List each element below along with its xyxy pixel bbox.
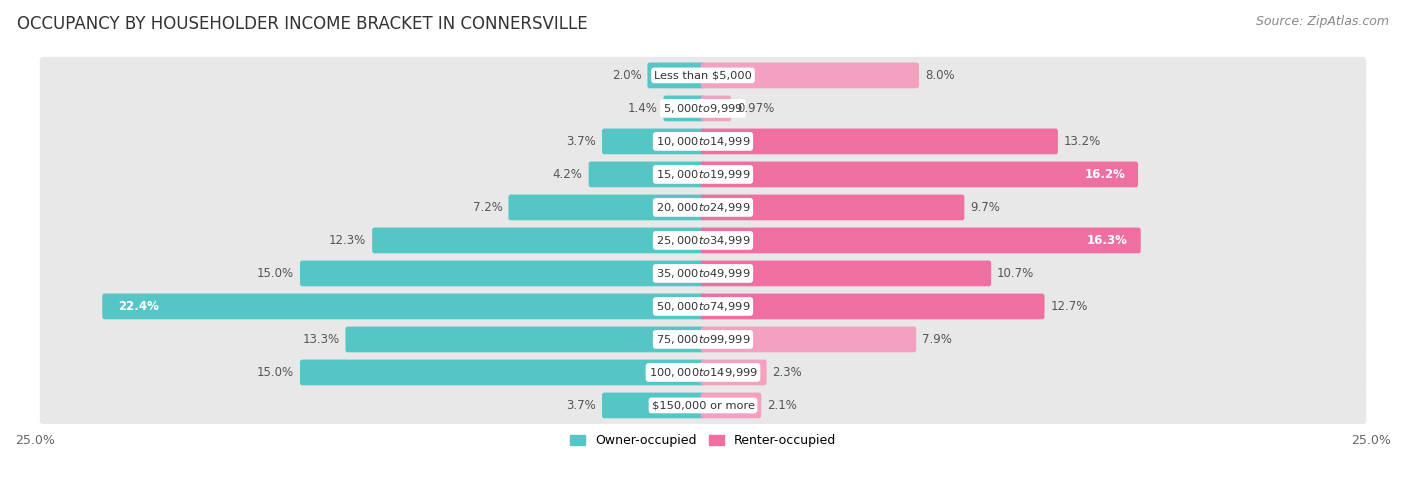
FancyBboxPatch shape	[700, 359, 766, 385]
FancyBboxPatch shape	[509, 194, 706, 220]
FancyBboxPatch shape	[39, 321, 1367, 358]
Text: 2.3%: 2.3%	[772, 366, 803, 379]
Text: Less than $5,000: Less than $5,000	[654, 71, 752, 80]
FancyBboxPatch shape	[39, 255, 1367, 292]
FancyBboxPatch shape	[700, 294, 1045, 319]
FancyBboxPatch shape	[373, 227, 706, 253]
Text: 12.3%: 12.3%	[329, 234, 367, 247]
FancyBboxPatch shape	[39, 156, 1367, 193]
Text: 7.2%: 7.2%	[472, 201, 502, 214]
Text: $50,000 to $74,999: $50,000 to $74,999	[655, 300, 751, 313]
Text: OCCUPANCY BY HOUSEHOLDER INCOME BRACKET IN CONNERSVILLE: OCCUPANCY BY HOUSEHOLDER INCOME BRACKET …	[17, 15, 588, 33]
FancyBboxPatch shape	[664, 95, 706, 121]
FancyBboxPatch shape	[39, 387, 1367, 424]
Text: 10.7%: 10.7%	[997, 267, 1035, 280]
FancyBboxPatch shape	[299, 359, 706, 385]
Text: $25,000 to $34,999: $25,000 to $34,999	[655, 234, 751, 247]
Text: 12.7%: 12.7%	[1050, 300, 1088, 313]
Text: $15,000 to $19,999: $15,000 to $19,999	[655, 168, 751, 181]
FancyBboxPatch shape	[700, 62, 920, 88]
Text: 2.1%: 2.1%	[768, 399, 797, 412]
Text: 13.2%: 13.2%	[1064, 135, 1101, 148]
FancyBboxPatch shape	[346, 327, 706, 352]
Text: $75,000 to $99,999: $75,000 to $99,999	[655, 333, 751, 346]
FancyBboxPatch shape	[39, 354, 1367, 391]
FancyBboxPatch shape	[39, 123, 1367, 160]
Text: $5,000 to $9,999: $5,000 to $9,999	[664, 102, 742, 115]
Text: $100,000 to $149,999: $100,000 to $149,999	[648, 366, 758, 379]
FancyBboxPatch shape	[299, 261, 706, 286]
FancyBboxPatch shape	[602, 393, 706, 418]
Legend: Owner-occupied, Renter-occupied: Owner-occupied, Renter-occupied	[565, 430, 841, 452]
Text: 9.7%: 9.7%	[970, 201, 1000, 214]
Text: $150,000 or more: $150,000 or more	[651, 400, 755, 411]
Text: 1.4%: 1.4%	[627, 102, 658, 115]
Text: 0.97%: 0.97%	[737, 102, 775, 115]
Text: 8.0%: 8.0%	[925, 69, 955, 82]
FancyBboxPatch shape	[39, 189, 1367, 226]
Text: $35,000 to $49,999: $35,000 to $49,999	[655, 267, 751, 280]
Text: 16.3%: 16.3%	[1087, 234, 1128, 247]
FancyBboxPatch shape	[700, 227, 1140, 253]
FancyBboxPatch shape	[602, 129, 706, 154]
FancyBboxPatch shape	[39, 222, 1367, 259]
Text: $10,000 to $14,999: $10,000 to $14,999	[655, 135, 751, 148]
FancyBboxPatch shape	[589, 162, 706, 187]
FancyBboxPatch shape	[39, 90, 1367, 127]
FancyBboxPatch shape	[700, 327, 917, 352]
Text: 16.2%: 16.2%	[1084, 168, 1125, 181]
FancyBboxPatch shape	[700, 129, 1057, 154]
Text: $20,000 to $24,999: $20,000 to $24,999	[655, 201, 751, 214]
FancyBboxPatch shape	[700, 162, 1137, 187]
FancyBboxPatch shape	[700, 194, 965, 220]
Text: 4.2%: 4.2%	[553, 168, 582, 181]
Text: Source: ZipAtlas.com: Source: ZipAtlas.com	[1256, 15, 1389, 28]
FancyBboxPatch shape	[700, 95, 731, 121]
Text: 15.0%: 15.0%	[257, 267, 294, 280]
Text: 3.7%: 3.7%	[567, 399, 596, 412]
Text: 13.3%: 13.3%	[302, 333, 340, 346]
FancyBboxPatch shape	[700, 393, 761, 418]
FancyBboxPatch shape	[39, 57, 1367, 94]
FancyBboxPatch shape	[39, 288, 1367, 325]
Text: 2.0%: 2.0%	[612, 69, 641, 82]
FancyBboxPatch shape	[700, 261, 991, 286]
FancyBboxPatch shape	[647, 62, 706, 88]
Text: 7.9%: 7.9%	[922, 333, 952, 346]
Text: 3.7%: 3.7%	[567, 135, 596, 148]
Text: 15.0%: 15.0%	[257, 366, 294, 379]
FancyBboxPatch shape	[103, 294, 706, 319]
Text: 22.4%: 22.4%	[118, 300, 159, 313]
